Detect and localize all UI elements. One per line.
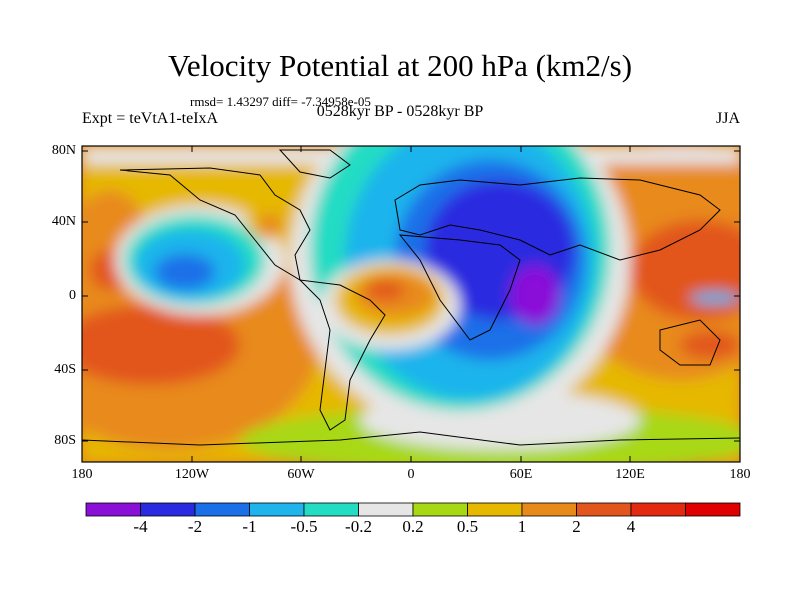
lat-label: 40S: [54, 362, 76, 377]
lon-label: 180: [71, 467, 93, 482]
colorbar-swatch: [249, 502, 305, 517]
colorbar-label: 0.2: [402, 517, 424, 536]
colorbar-label: -4: [133, 517, 148, 536]
lon-label: 120E: [615, 467, 645, 482]
plot-title: Velocity Potential at 200 hPa (km2/s): [167, 48, 633, 83]
experiment-label: Expt = teVtA1-teIxA: [82, 110, 219, 127]
colorbar-label: -0.2: [345, 517, 372, 536]
lat-label: 0: [69, 288, 76, 303]
colorbar-label: -1: [242, 517, 257, 536]
coastlines: [82, 149, 740, 446]
colorbar-swatch: [521, 502, 577, 517]
lat-label: 80S: [54, 433, 76, 448]
colorbar-label: 1: [517, 517, 527, 536]
colorbar-label: -2: [187, 517, 203, 536]
stats-text: rmsd= 1.43297 diff= -7.34958e-05: [190, 94, 371, 109]
colorbar-swatch: [358, 502, 414, 517]
colorbar-label: 4: [626, 517, 636, 536]
colorbar: [85, 502, 741, 517]
colorbar-swatch: [85, 502, 141, 517]
colorbar-swatch: [685, 502, 741, 517]
lon-label: 60W: [287, 467, 315, 482]
lon-label: 120W: [174, 467, 210, 482]
lat-label: 80N: [51, 143, 76, 158]
colorbar-swatch: [412, 502, 468, 517]
colorbar-label: -0.5: [290, 517, 318, 536]
colorbar-label: 0.5: [456, 517, 479, 536]
colorbar-swatch: [467, 502, 523, 517]
colorbar-swatch: [140, 502, 196, 517]
colorbar-swatch: [303, 502, 359, 517]
lon-label: 60E: [509, 467, 533, 482]
colorbar-label: 2: [572, 517, 581, 536]
colorbar-swatch: [194, 502, 250, 517]
velocity-potential-field: [82, 146, 740, 462]
axis-ticks: [82, 146, 740, 462]
lon-label: 180: [729, 467, 751, 482]
colorbar-swatch: [576, 502, 632, 517]
lat-label: 40N: [51, 214, 76, 229]
season-label: JJA: [715, 110, 740, 127]
lon-label: 0: [407, 467, 415, 482]
period-label: 0528kyr BP - 0528kyr BP: [316, 103, 484, 120]
colorbar-swatch: [630, 502, 686, 517]
